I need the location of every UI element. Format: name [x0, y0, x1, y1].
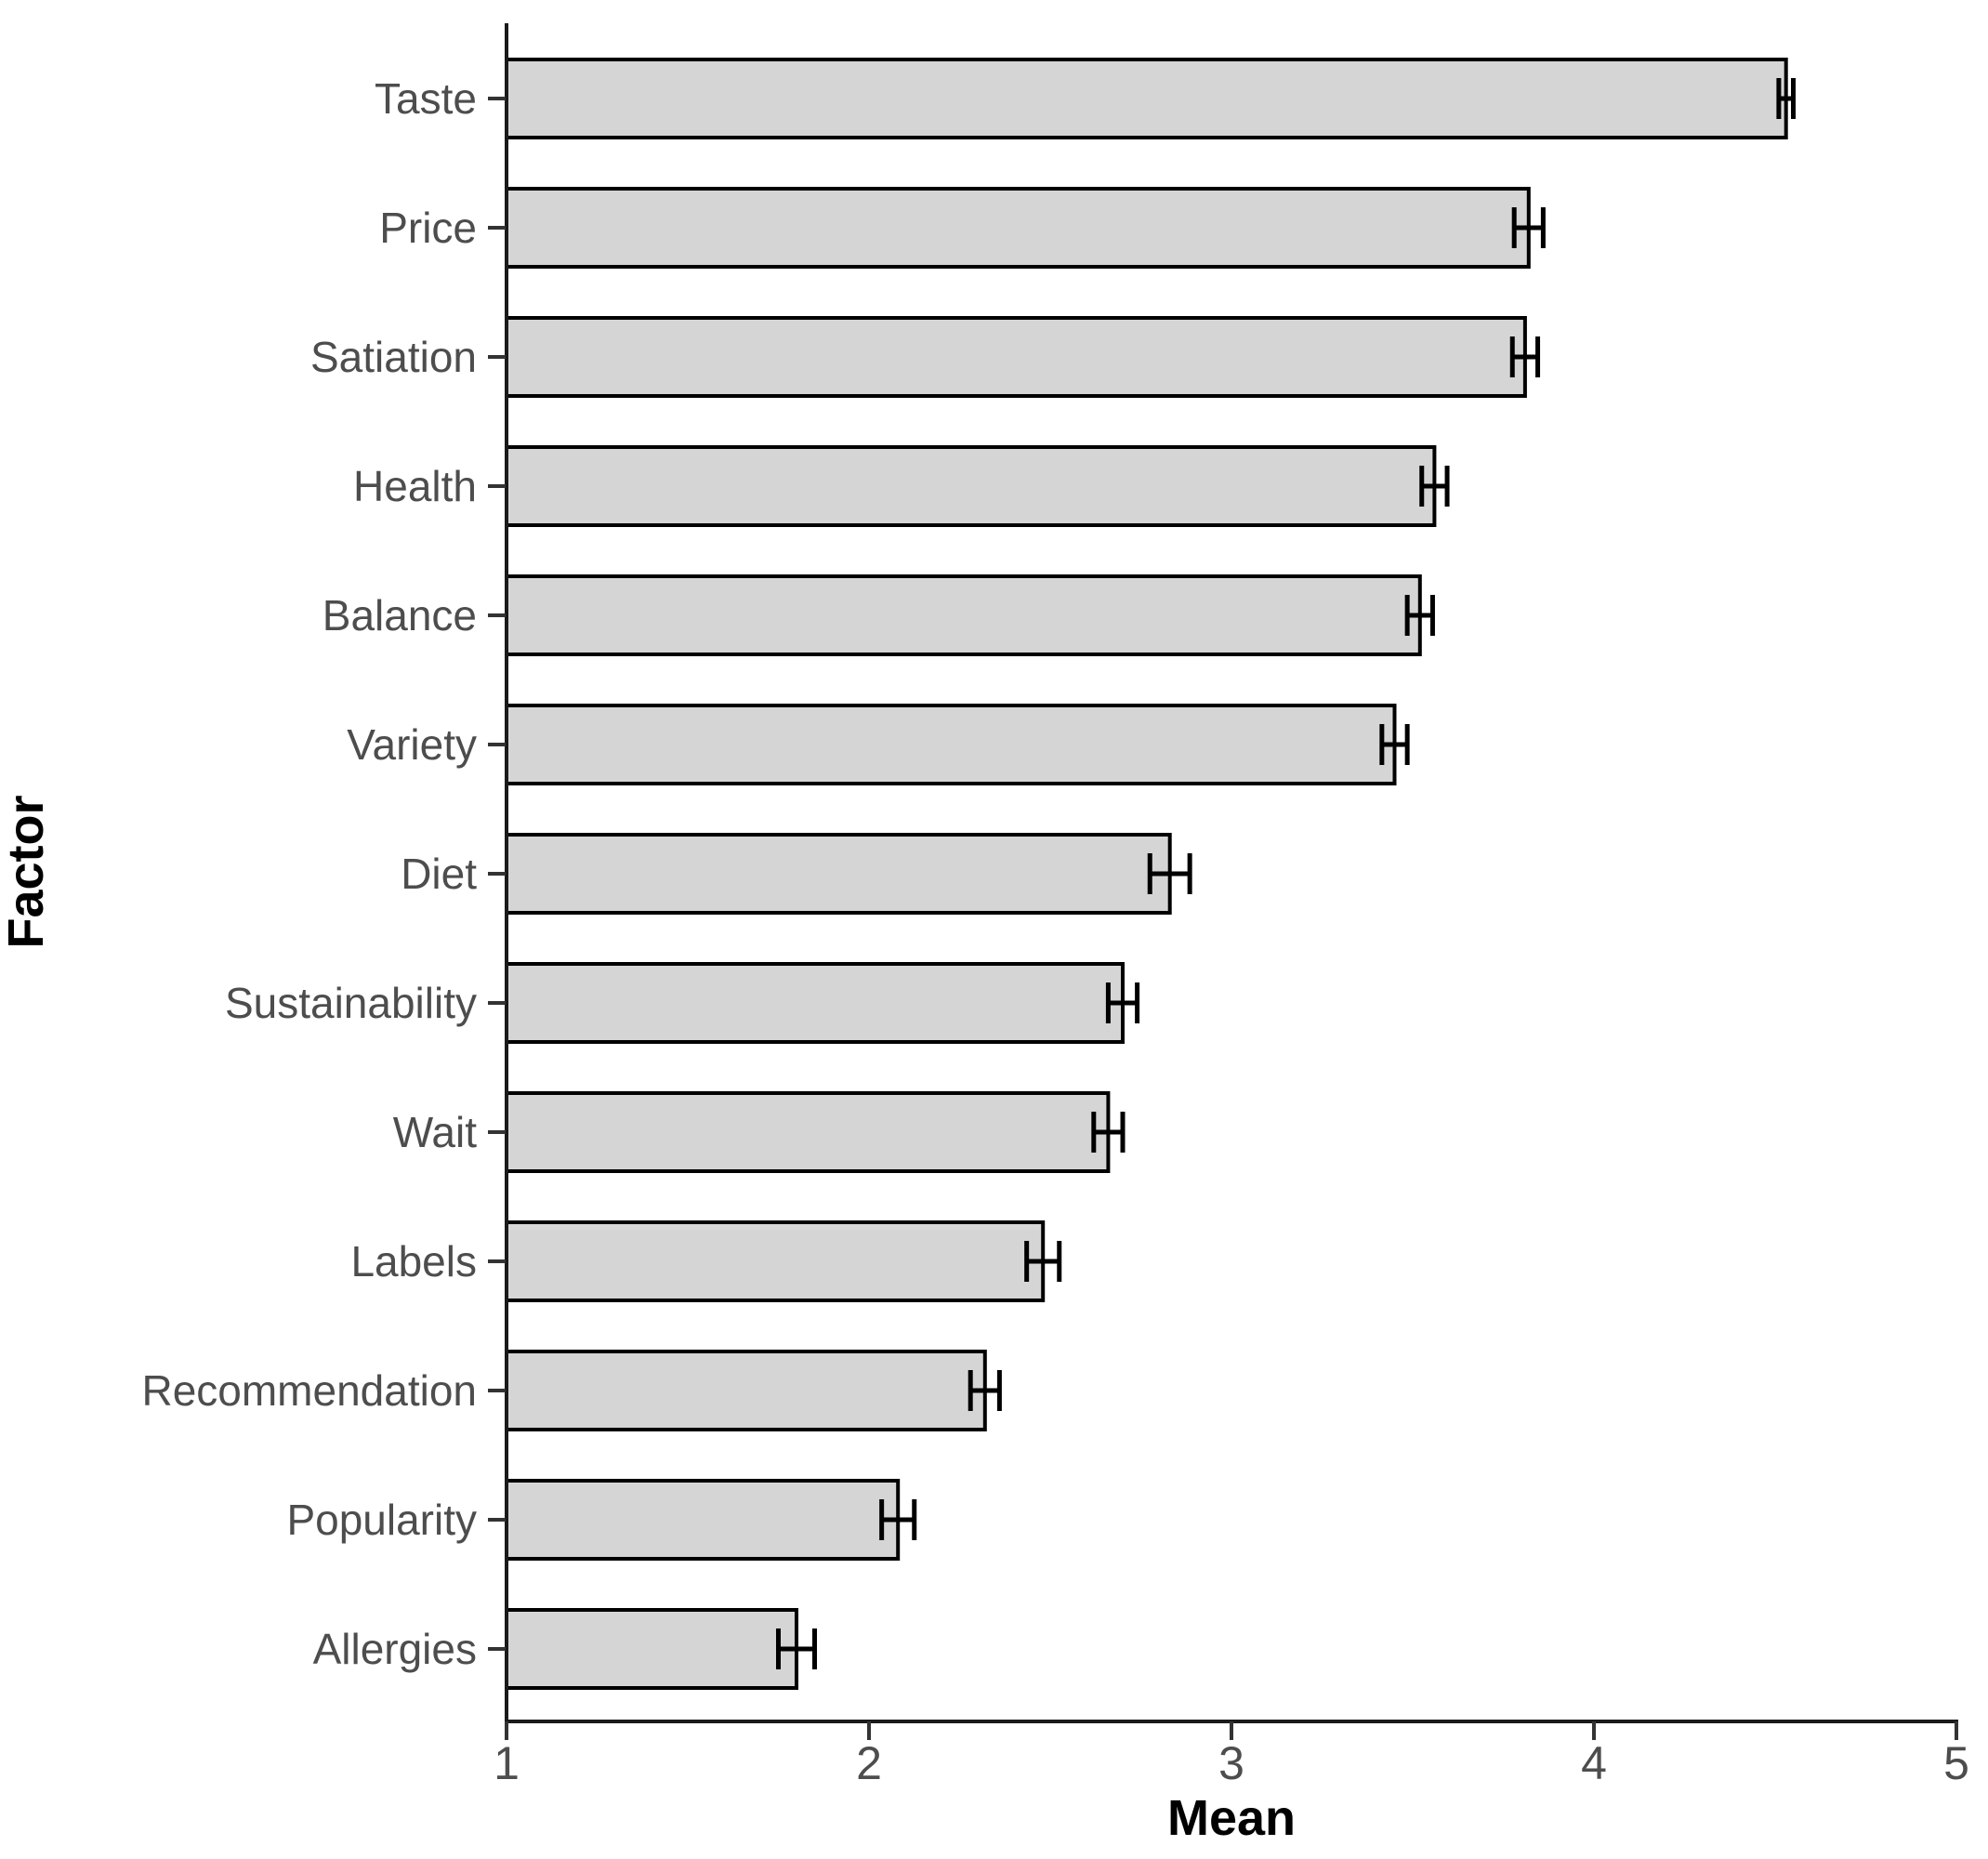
bar [505, 704, 1397, 785]
bar [505, 1608, 798, 1690]
error-bars-group [776, 78, 1796, 1669]
x-tick-label: 2 [856, 1737, 882, 1789]
y-tick-label: Wait [393, 1108, 478, 1156]
bar [505, 187, 1531, 269]
bar [505, 445, 1437, 527]
y-tick-label: Variety [347, 720, 477, 769]
y-tick-label: Popularity [286, 1496, 477, 1544]
bar [505, 574, 1422, 656]
bar [505, 833, 1172, 915]
y-tick-label: Diet [401, 850, 477, 898]
x-tick-label: 5 [1943, 1737, 1969, 1789]
y-tick-label: Health [353, 462, 477, 510]
bar [505, 58, 1788, 139]
y-tick-label: Taste [375, 74, 477, 123]
x-axis-title: Mean [1167, 1790, 1296, 1846]
bar [505, 1220, 1046, 1302]
y-axis-title: Factor [0, 795, 54, 948]
bar [505, 1479, 901, 1561]
x-tick-labels-group: 1 2 3 4 5 [494, 1721, 1969, 1789]
x-tick-label: 4 [1581, 1737, 1607, 1789]
x-tick-label: 3 [1218, 1737, 1244, 1789]
bars-group [505, 58, 1788, 1690]
bar [505, 1091, 1111, 1173]
bar [505, 962, 1125, 1044]
y-tick-label: Balance [323, 591, 477, 639]
y-tick-label: Sustainability [225, 979, 477, 1027]
y-tick-label: Recommendation [141, 1366, 477, 1415]
bar [505, 316, 1527, 398]
y-tick-label: Allergies [313, 1625, 477, 1673]
y-tick-label: Satiation [310, 333, 477, 381]
y-tick-label: Price [379, 204, 477, 252]
x-tick-label: 1 [494, 1737, 520, 1789]
y-tick-labels-group: Taste Price Satiation Health Balance Variety D… [141, 74, 506, 1673]
bar [505, 1350, 987, 1431]
y-tick-label: Labels [350, 1237, 477, 1285]
